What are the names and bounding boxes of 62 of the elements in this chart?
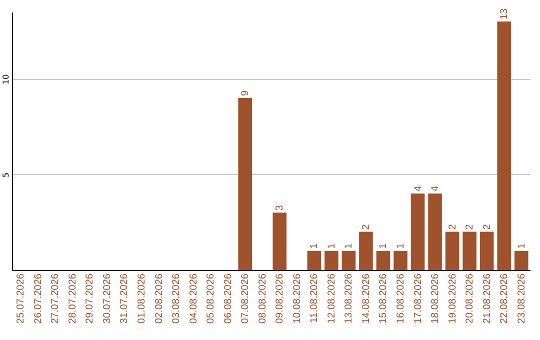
bar — [272, 212, 287, 270]
x-tick-label: 13.08.2026 — [344, 273, 355, 324]
x-tick-label: 19.08.2026 — [447, 273, 458, 324]
x-tick-label: 09.08.2026 — [274, 273, 286, 324]
data-label: 1 — [516, 242, 528, 249]
x-tick-label: 15.08.2026 — [378, 273, 390, 324]
data-label: 1 — [344, 242, 355, 249]
bar — [342, 250, 356, 270]
data-label: 2 — [360, 224, 372, 230]
x-tick-label: 27.07.2026 — [50, 273, 62, 324]
x-tick-label: 26.07.2026 — [32, 273, 44, 324]
x-tick-label: 12.08.2026 — [326, 273, 338, 324]
x-tick-label: 28.07.2026 — [67, 273, 78, 324]
data-label: 4 — [430, 186, 442, 192]
x-tick-label: 30.07.2026 — [102, 273, 113, 324]
bar — [359, 232, 373, 270]
x-tick-label: 01.08.2026 — [136, 273, 148, 324]
y-tick-label: 10 — [2, 74, 10, 84]
bar — [238, 98, 252, 270]
bar — [394, 250, 408, 270]
x-tick-label: 22.08.2026 — [499, 273, 510, 324]
x-tick-label: 07.08.2026 — [240, 273, 252, 324]
data-label: 2 — [447, 224, 458, 230]
x-tick-label: 02.08.2026 — [154, 273, 165, 324]
x-tick-label: 11.08.2026 — [309, 273, 320, 323]
bar — [428, 194, 442, 270]
x-tick-label: 31.07.2026 — [119, 273, 130, 324]
x-tick-label: 20.08.2026 — [464, 273, 476, 324]
x-tick-label: 18.08.2026 — [430, 273, 442, 324]
data-label: 9 — [240, 90, 252, 96]
x-tick-label: 05.08.2026 — [206, 273, 217, 324]
x-tick-label: 10.08.2026 — [292, 273, 303, 324]
data-label: 1 — [309, 242, 320, 249]
bar — [497, 22, 512, 270]
bar — [324, 250, 338, 270]
data-label: 13 — [499, 8, 510, 20]
data-label: 1 — [378, 242, 390, 249]
x-tick-label: 25.07.2026 — [16, 273, 27, 324]
x-tick-label: 04.08.2026 — [188, 273, 200, 324]
x-tick-label: 03.08.2026 — [171, 273, 182, 324]
bar — [376, 250, 390, 270]
bar — [462, 232, 476, 270]
bar — [410, 194, 425, 270]
x-tick-label: 17.08.2026 — [412, 273, 424, 324]
x-tick-label: 23.08.2026 — [516, 273, 528, 324]
bar — [307, 250, 322, 270]
bar — [480, 232, 494, 270]
x-tick-label: 06.08.2026 — [222, 273, 234, 324]
data-label: 3 — [274, 204, 286, 211]
x-tick-label: 14.08.2026 — [360, 273, 372, 324]
data-label: 2 — [482, 224, 493, 230]
data-label: 1 — [396, 242, 406, 249]
x-tick-label: 08.08.2026 — [257, 273, 268, 324]
x-tick-label: 29.07.2026 — [84, 273, 96, 324]
bar — [445, 232, 460, 270]
data-label: 4 — [412, 186, 424, 192]
data-label: 2 — [464, 224, 476, 230]
y-tick-label: 5 — [2, 172, 10, 178]
data-label: 1 — [326, 242, 338, 249]
bar — [514, 250, 528, 270]
x-tick-label: 21.08.2026 — [482, 273, 493, 324]
x-tick-label: 16.08.2026 — [396, 273, 406, 324]
